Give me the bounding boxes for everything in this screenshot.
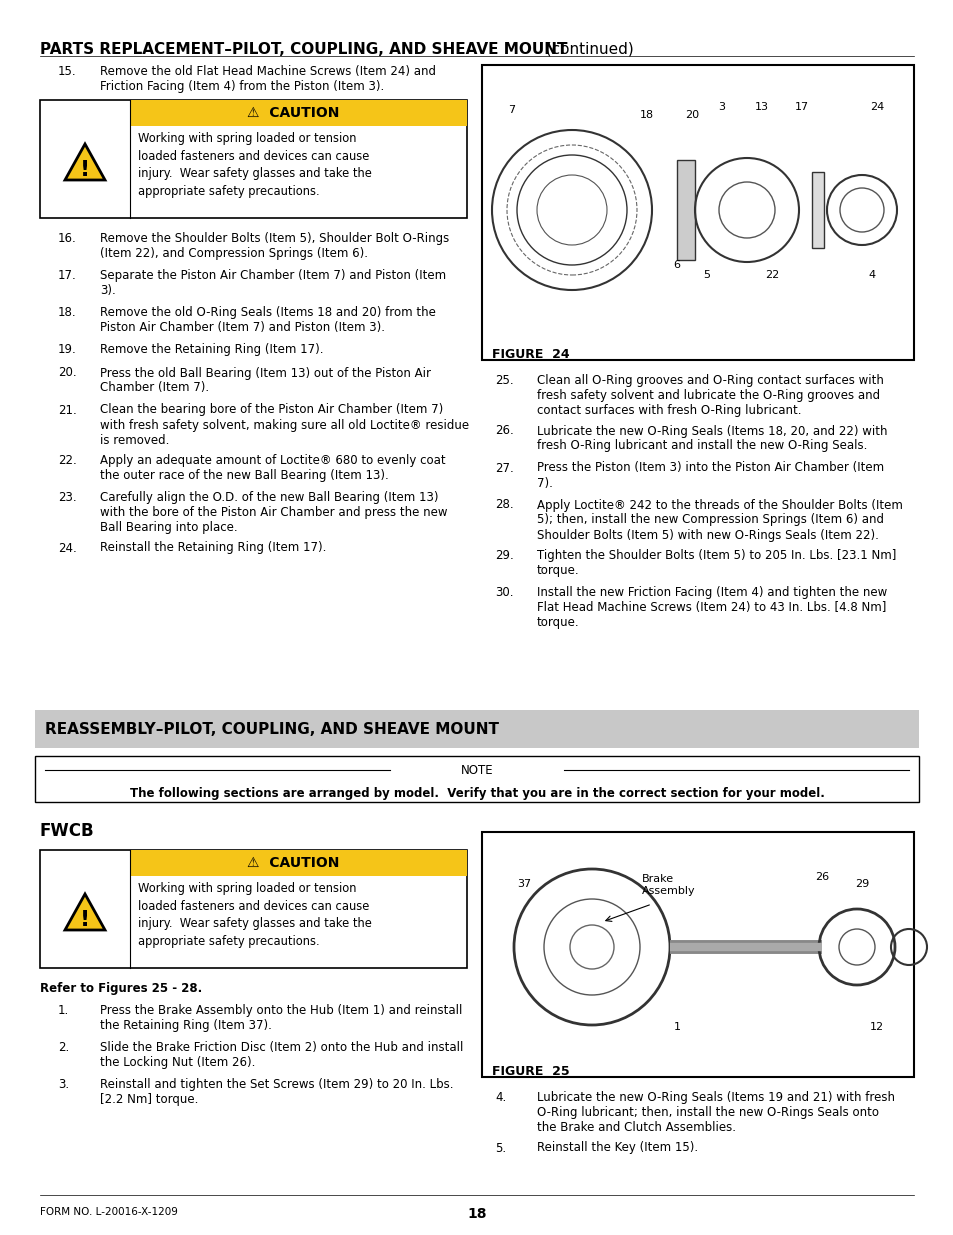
Text: Separate the Piston Air Chamber (Item 7) and Piston (Item
3).: Separate the Piston Air Chamber (Item 7)…: [100, 269, 446, 296]
Text: Press the old Ball Bearing (Item 13) out of the Piston Air
Chamber (Item 7).: Press the old Ball Bearing (Item 13) out…: [100, 367, 431, 394]
Text: !: !: [80, 161, 90, 180]
Bar: [40, 850, 467, 968]
Text: 24.: 24.: [58, 541, 76, 555]
Text: 15.: 15.: [58, 65, 76, 78]
Text: 37: 37: [517, 879, 531, 889]
Text: FWCB: FWCB: [40, 823, 94, 840]
Text: 7: 7: [508, 105, 515, 115]
Text: 6: 6: [673, 261, 679, 270]
Text: FORM NO. L-20016-X-1209: FORM NO. L-20016-X-1209: [40, 1207, 177, 1216]
Text: 1: 1: [673, 1023, 679, 1032]
Text: 22: 22: [764, 270, 779, 280]
Text: Brake
Assembly: Brake Assembly: [641, 874, 695, 895]
Text: Slide the Brake Friction Disc (Item 2) onto the Hub and install
the Locking Nut : Slide the Brake Friction Disc (Item 2) o…: [100, 1041, 463, 1070]
Text: 28.: 28.: [495, 499, 513, 511]
Text: Refer to Figures 25 - 28.: Refer to Figures 25 - 28.: [40, 982, 202, 995]
Text: 21.: 21.: [58, 404, 76, 416]
Text: 20: 20: [684, 110, 699, 120]
Text: 1.: 1.: [58, 1004, 70, 1016]
Text: 19.: 19.: [58, 343, 76, 356]
Text: 12: 12: [869, 1023, 883, 1032]
Text: FIGURE  24: FIGURE 24: [492, 348, 569, 361]
Text: Apply an adequate amount of Loctite® 680 to evenly coat
the outer race of the ne: Apply an adequate amount of Loctite® 680…: [100, 454, 445, 482]
Text: REASSEMBLY–PILOT, COUPLING, AND SHEAVE MOUNT: REASSEMBLY–PILOT, COUPLING, AND SHEAVE M…: [45, 721, 498, 736]
Text: Remove the old Flat Head Machine Screws (Item 24) and
Friction Facing (Item 4) f: Remove the old Flat Head Machine Screws …: [100, 65, 436, 93]
Bar: [40, 100, 467, 219]
Text: PARTS REPLACEMENT–PILOT, COUPLING, AND SHEAVE MOUNT: PARTS REPLACEMENT–PILOT, COUPLING, AND S…: [40, 42, 567, 57]
Text: Clean the bearing bore of the Piston Air Chamber (Item 7)
with fresh safety solv: Clean the bearing bore of the Piston Air…: [100, 404, 469, 447]
Text: 18: 18: [467, 1207, 486, 1221]
Text: 24: 24: [869, 103, 883, 112]
Bar: [35, 756, 918, 802]
Bar: [811, 172, 823, 248]
Text: !: !: [80, 910, 90, 930]
Polygon shape: [65, 894, 105, 930]
Text: Working with spring loaded or tension
loaded fasteners and devices can cause
inj: Working with spring loaded or tension lo…: [138, 132, 372, 198]
Bar: [677, 161, 695, 261]
Text: Apply Loctite® 242 to the threads of the Shoulder Bolts (Item
5); then, install : Apply Loctite® 242 to the threads of the…: [537, 499, 902, 541]
Text: 3: 3: [718, 103, 724, 112]
Text: 26.: 26.: [495, 425, 514, 437]
Text: Remove the old O-Ring Seals (Items 18 and 20) from the
Piston Air Chamber (Item : Remove the old O-Ring Seals (Items 18 an…: [100, 306, 436, 333]
Bar: [481, 65, 913, 359]
Text: Remove the Shoulder Bolts (Item 5), Shoulder Bolt O-Rings
(Item 22), and Compres: Remove the Shoulder Bolts (Item 5), Shou…: [100, 232, 449, 261]
Text: 29.: 29.: [495, 550, 514, 562]
Text: 26: 26: [814, 872, 828, 882]
Text: 5: 5: [702, 270, 710, 280]
Text: Press the Piston (Item 3) into the Piston Air Chamber (Item
7).: Press the Piston (Item 3) into the Pisto…: [537, 462, 883, 489]
Text: Working with spring loaded or tension
loaded fasteners and devices can cause
inj: Working with spring loaded or tension lo…: [138, 882, 372, 947]
Text: (continued): (continued): [536, 42, 633, 57]
Text: 4.: 4.: [495, 1091, 506, 1104]
Text: 20.: 20.: [58, 367, 76, 379]
Text: 13: 13: [754, 103, 768, 112]
Text: Lubricate the new O-Ring Seals (Items 19 and 21) with fresh
O-Ring lubricant; th: Lubricate the new O-Ring Seals (Items 19…: [537, 1091, 894, 1134]
Polygon shape: [65, 144, 105, 180]
Text: Carefully align the O.D. of the new Ball Bearing (Item 13)
with the bore of the : Carefully align the O.D. of the new Ball…: [100, 492, 447, 534]
Text: Tighten the Shoulder Bolts (Item 5) to 205 In. Lbs. [23.1 Nm]
torque.: Tighten the Shoulder Bolts (Item 5) to 2…: [537, 550, 896, 577]
Text: Reinstall the Retaining Ring (Item 17).: Reinstall the Retaining Ring (Item 17).: [100, 541, 326, 555]
Text: 29: 29: [854, 879, 868, 889]
Bar: [130, 100, 467, 126]
Text: 17.: 17.: [58, 269, 76, 282]
Text: Remove the Retaining Ring (Item 17).: Remove the Retaining Ring (Item 17).: [100, 343, 323, 356]
Text: 16.: 16.: [58, 232, 76, 245]
Text: 23.: 23.: [58, 492, 76, 504]
Text: 18.: 18.: [58, 306, 76, 319]
Text: 22.: 22.: [58, 454, 76, 467]
Text: The following sections are arranged by model.  Verify that you are in the correc: The following sections are arranged by m…: [130, 788, 823, 800]
Text: 4: 4: [867, 270, 875, 280]
Text: 2.: 2.: [58, 1041, 70, 1053]
Text: Lubricate the new O-Ring Seals (Items 18, 20, and 22) with
fresh O-Ring lubrican: Lubricate the new O-Ring Seals (Items 18…: [537, 425, 886, 452]
Text: 27.: 27.: [495, 462, 514, 474]
Bar: [130, 850, 467, 876]
Text: 3.: 3.: [58, 1078, 69, 1091]
Text: Press the Brake Assembly onto the Hub (Item 1) and reinstall
the Retaining Ring : Press the Brake Assembly onto the Hub (I…: [100, 1004, 462, 1032]
Bar: [35, 710, 918, 748]
Text: ⚠  CAUTION: ⚠ CAUTION: [247, 856, 339, 869]
Text: NOTE: NOTE: [460, 763, 493, 777]
Text: 5.: 5.: [495, 1141, 506, 1155]
Text: 18: 18: [639, 110, 654, 120]
Text: Clean all O-Ring grooves and O-Ring contact surfaces with
fresh safety solvent a: Clean all O-Ring grooves and O-Ring cont…: [537, 374, 882, 417]
Text: ⚠  CAUTION: ⚠ CAUTION: [247, 106, 339, 120]
Bar: [481, 832, 913, 1077]
Text: FIGURE  25: FIGURE 25: [492, 1065, 569, 1078]
Text: 30.: 30.: [495, 585, 513, 599]
Text: 25.: 25.: [495, 374, 513, 387]
Text: 17: 17: [794, 103, 808, 112]
Text: Reinstall and tighten the Set Screws (Item 29) to 20 In. Lbs.
[2.2 Nm] torque.: Reinstall and tighten the Set Screws (It…: [100, 1078, 453, 1107]
Text: Reinstall the Key (Item 15).: Reinstall the Key (Item 15).: [537, 1141, 698, 1155]
Text: Install the new Friction Facing (Item 4) and tighten the new
Flat Head Machine S: Install the new Friction Facing (Item 4)…: [537, 585, 886, 629]
